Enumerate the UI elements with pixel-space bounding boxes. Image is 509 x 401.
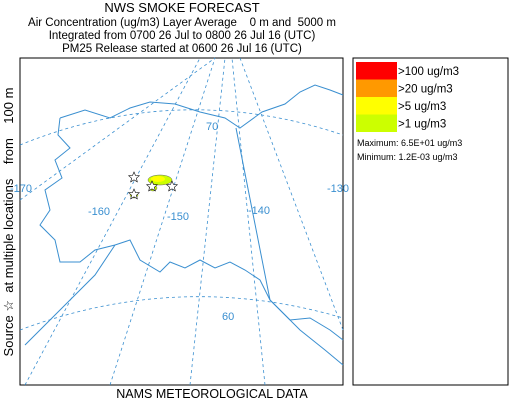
footer: NAMS METEOROLOGICAL DATA bbox=[116, 387, 308, 401]
subtitle: Air Concentration (ug/m3) Layer Average … bbox=[28, 17, 336, 29]
legend-label: >1 ug/m3 bbox=[398, 118, 446, 130]
coastline bbox=[24, 244, 116, 346]
legend-label: >5 ug/m3 bbox=[398, 101, 446, 113]
source-star bbox=[145, 180, 159, 192]
legend-swatch bbox=[356, 79, 397, 97]
graticule bbox=[24, 57, 201, 386]
coastline bbox=[59, 84, 344, 129]
legend-minimum: Minimum: 1.2E-03 ug/m3 bbox=[357, 152, 458, 162]
legend-label: >20 ug/m3 bbox=[398, 83, 453, 95]
coastline bbox=[39, 117, 271, 301]
map: 70 -170 -160 -150 -140 -130 60 bbox=[10, 57, 349, 386]
graticule bbox=[189, 57, 226, 386]
source-star bbox=[127, 171, 141, 183]
legend: Maximum: 6.5E+01 ug/m3 Minimum: 1.2E-03 … bbox=[352, 57, 509, 386]
graticule-label: -170 bbox=[10, 183, 32, 195]
source-star bbox=[165, 180, 179, 192]
legend-maximum: Maximum: 6.5E+01 ug/m3 bbox=[357, 138, 462, 148]
source-star bbox=[127, 188, 141, 200]
border bbox=[235, 127, 344, 366]
graticule-label: -130 bbox=[327, 183, 349, 195]
graticule-label: -160 bbox=[88, 206, 110, 218]
legend-swatch bbox=[356, 62, 397, 80]
title: NWS SMOKE FORECAST bbox=[104, 0, 259, 15]
legend-swatch bbox=[356, 97, 397, 115]
subtitle: PM25 Release started at 0600 26 Jul 16 (… bbox=[62, 43, 302, 55]
side-label: Source ☆ at multiple locations from 100 … bbox=[1, 88, 16, 357]
legend-swatch bbox=[356, 114, 397, 132]
graticule-label: -140 bbox=[248, 205, 270, 217]
legend-label: >100 ug/m3 bbox=[398, 66, 459, 78]
graticule-label: 70 bbox=[206, 121, 218, 133]
sources bbox=[127, 171, 179, 200]
graticule bbox=[19, 57, 216, 201]
graticule bbox=[19, 109, 344, 146]
graticule bbox=[231, 57, 266, 386]
graticule-label: -150 bbox=[167, 211, 189, 223]
smoke-plume bbox=[151, 176, 165, 182]
coastline bbox=[269, 299, 344, 341]
graticule bbox=[239, 57, 344, 331]
graticule-label: 60 bbox=[222, 311, 234, 323]
map-frame bbox=[19, 57, 344, 386]
subtitle: Integrated from 0700 26 Jul to 0800 26 J… bbox=[49, 30, 316, 42]
